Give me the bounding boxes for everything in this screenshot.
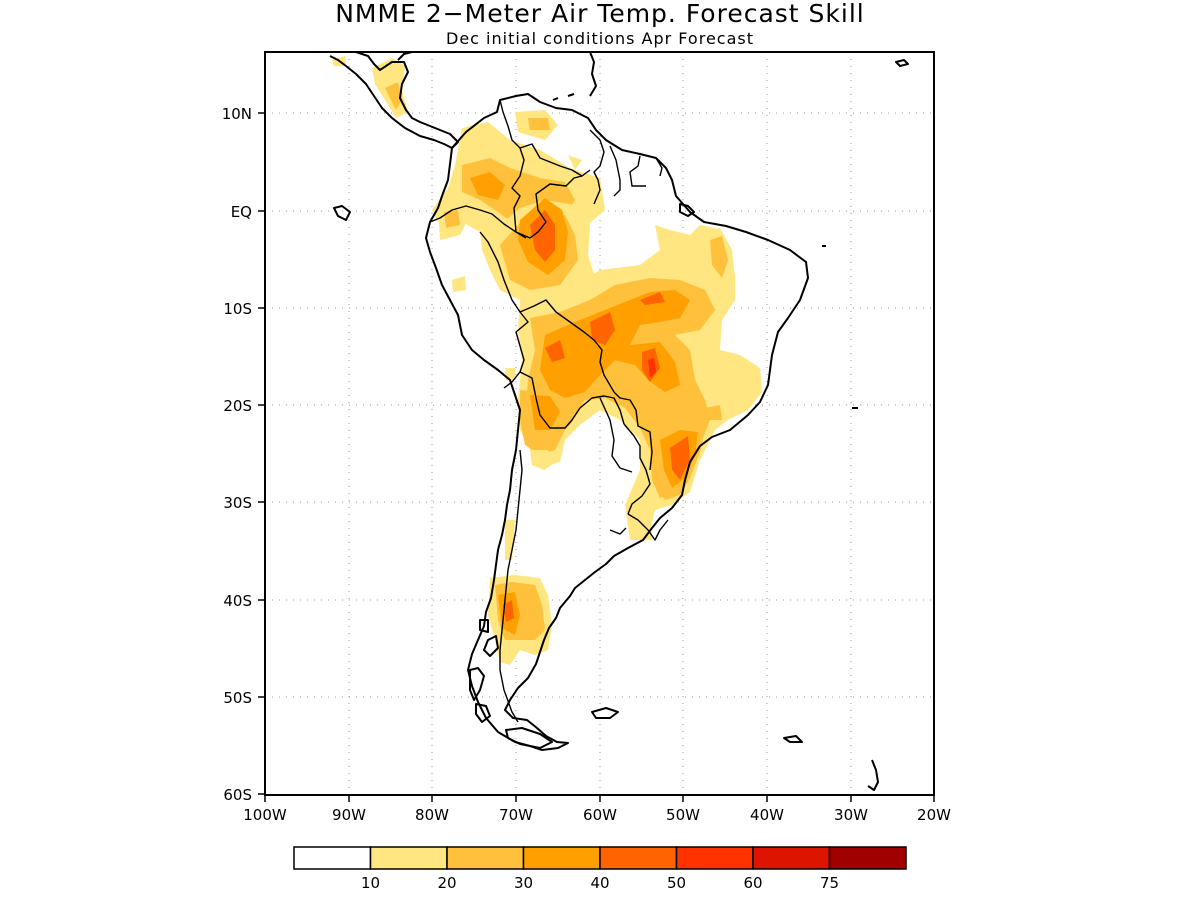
y-tick-label: 50S [223, 689, 252, 707]
x-tick-label: 100W [243, 806, 287, 824]
map-panel [265, 52, 934, 795]
y-tick-label: EQ [231, 203, 252, 221]
x-tick-label: 90W [332, 806, 366, 824]
x-tick-label: 50W [666, 806, 700, 824]
x-tick-label: 60W [583, 806, 617, 824]
x-tick-label: 30W [834, 806, 868, 824]
y-tick-label: 10N [222, 105, 252, 123]
color-legend: 10 20 30 40 50 60 75 [293, 846, 907, 892]
legend-box-3 [522, 846, 601, 870]
graticule [265, 52, 934, 795]
south-america-coastline [425, 93, 809, 751]
y-tick-label: 60S [223, 786, 252, 804]
legend-label: 20 [437, 874, 456, 892]
y-tick-label: 40S [223, 592, 252, 610]
legend-box-6 [752, 846, 831, 870]
legend-box-1 [369, 846, 448, 870]
legend-box-7 [828, 846, 907, 870]
x-tick-label: 40W [750, 806, 784, 824]
legend-label: 40 [590, 874, 609, 892]
legend-label: 60 [743, 874, 762, 892]
country-borders [429, 99, 669, 723]
y-tick-label: 20S [223, 397, 252, 415]
legend-label: 30 [514, 874, 533, 892]
skill-shading [332, 56, 762, 665]
legend-box-2 [446, 846, 525, 870]
map-title: NMME 2−Meter Air Temp. Forecast Skill [335, 0, 865, 28]
y-tick-label: 30S [223, 494, 252, 512]
x-tick-label: 20W [917, 806, 951, 824]
legend-box-4 [599, 846, 678, 870]
y-axis: 10N EQ 10S 20S 30S 40S 50S 60S [222, 105, 265, 804]
continent-outlines [329, 52, 909, 791]
central-america-coastline [329, 52, 459, 149]
southern-islands [333, 59, 909, 791]
legend-label: 75 [820, 874, 839, 892]
legend-box-0 [293, 846, 372, 870]
caribbean-islands [552, 52, 597, 101]
x-tick-label: 70W [499, 806, 533, 824]
legend-label: 50 [667, 874, 686, 892]
map-subtitle: Dec initial conditions Apr Forecast [446, 29, 754, 48]
y-tick-label: 10S [223, 300, 252, 318]
legend-label: 10 [361, 874, 380, 892]
x-tick-label: 80W [415, 806, 449, 824]
legend-box-5 [675, 846, 754, 870]
x-axis: 100W 90W 80W 70W 60W 50W 40W 30W 20W [243, 795, 951, 824]
